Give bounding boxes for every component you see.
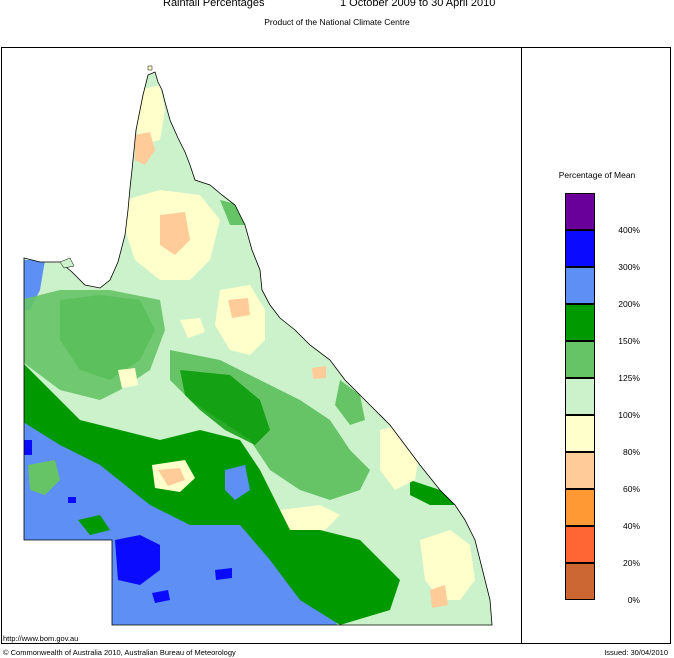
legend-label-60: 60%: [622, 484, 640, 494]
island: [59, 257, 75, 269]
state-border: [23, 71, 493, 626]
legend-swatch-0: [565, 563, 595, 600]
legend-label-150: 150%: [618, 336, 640, 346]
legend-swatch-400: [565, 193, 595, 230]
legend-swatch-150: [565, 304, 595, 341]
island: [147, 65, 153, 71]
issued-date: Issued: 30/04/2010: [604, 648, 668, 657]
map-title: Rainfall Percentages: [163, 0, 265, 9]
source-url[interactable]: http://www.bom.gov.au: [3, 634, 79, 643]
legend-swatch-60: [565, 452, 595, 489]
legend-title: Percentage of Mean: [558, 170, 636, 180]
legend-label-200: 200%: [618, 299, 640, 309]
map-period: 1 October 2009 to 30 April 2010: [340, 0, 496, 9]
legend-label-0: 0%: [627, 595, 640, 605]
legend-label-20: 20%: [622, 558, 640, 568]
legend-divider: [521, 47, 522, 644]
legend-label-125: 125%: [618, 373, 640, 383]
legend-swatch-125: [565, 341, 595, 378]
legend-swatch-200: [565, 267, 595, 304]
map-subtitle: Product of the National Climate Centre: [264, 17, 410, 27]
legend-swatch-40: [565, 489, 595, 526]
legend-label-80: 80%: [622, 447, 640, 457]
legend-label-100: 100%: [618, 410, 640, 420]
header: Rainfall Percentages 1 October 2009 to 3…: [0, 0, 674, 12]
legend-swatch-100: [565, 378, 595, 415]
legend-swatch-20: [565, 526, 595, 563]
copyright-notice: © Commonwealth of Australia 2010, Austra…: [3, 648, 236, 657]
legend-label-300: 300%: [618, 262, 640, 272]
legend-label-40: 40%: [622, 521, 640, 531]
map-frame: [1, 47, 671, 644]
legend-label-400: 400%: [618, 225, 640, 235]
legend-swatch-80: [565, 415, 595, 452]
legend-swatch-300: [565, 230, 595, 267]
